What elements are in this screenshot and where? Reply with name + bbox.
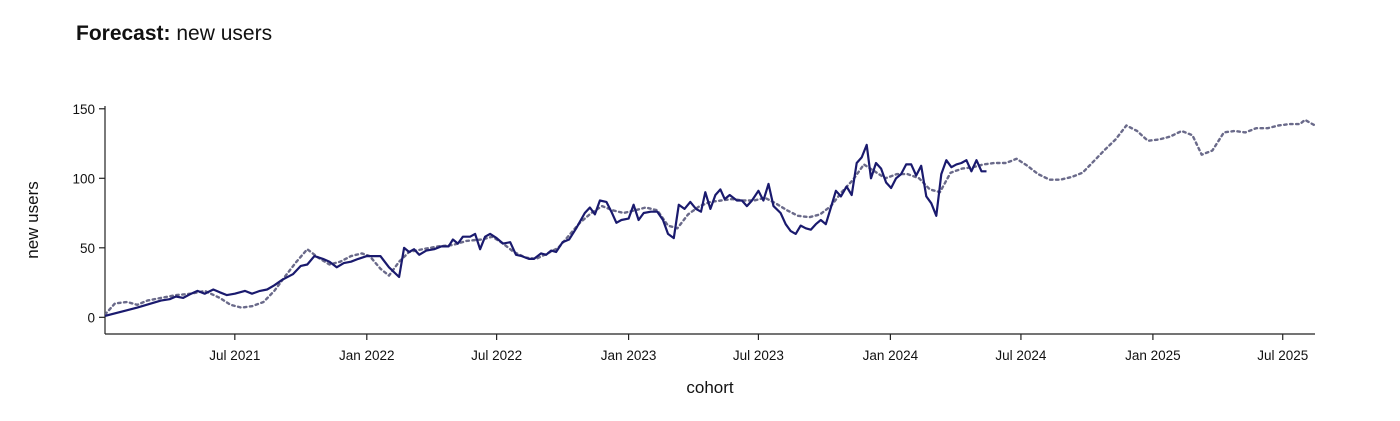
x-tick-label: Jan 2025 bbox=[1125, 348, 1181, 363]
x-tick-label: Jul 2024 bbox=[995, 348, 1047, 363]
x-tick-label: Jan 2022 bbox=[339, 348, 395, 363]
y-tick-label: 50 bbox=[80, 241, 95, 256]
series-line-forecast bbox=[105, 118, 1315, 316]
y-tick-label: 100 bbox=[72, 171, 95, 186]
chart-title-rest: new users bbox=[176, 22, 273, 45]
x-tick-label: Jul 2022 bbox=[471, 348, 522, 363]
y-ticks: 0 50 100 150 bbox=[72, 102, 105, 325]
x-tick-label: Jan 2024 bbox=[863, 348, 919, 363]
y-tick-label: 150 bbox=[72, 102, 95, 117]
x-ticks: Jul 2021 Jan 2022 Jul 2022 Jan 2023 Jul 2023… bbox=[209, 334, 1308, 363]
series-line-actual bbox=[105, 143, 987, 317]
x-axis-title: cohort bbox=[686, 378, 734, 397]
chart-title: Forecast: new users bbox=[76, 22, 272, 46]
x-tick-label: Jul 2021 bbox=[209, 348, 260, 363]
chart-title-bold: Forecast: bbox=[76, 22, 171, 45]
x-tick-label: Jul 2023 bbox=[733, 348, 784, 363]
y-tick-label: 0 bbox=[87, 310, 95, 325]
x-tick-label: Jul 2025 bbox=[1257, 348, 1308, 363]
y-axis-title: new users bbox=[23, 181, 42, 258]
series-layer bbox=[105, 118, 1315, 317]
x-tick-label: Jan 2023 bbox=[601, 348, 657, 363]
